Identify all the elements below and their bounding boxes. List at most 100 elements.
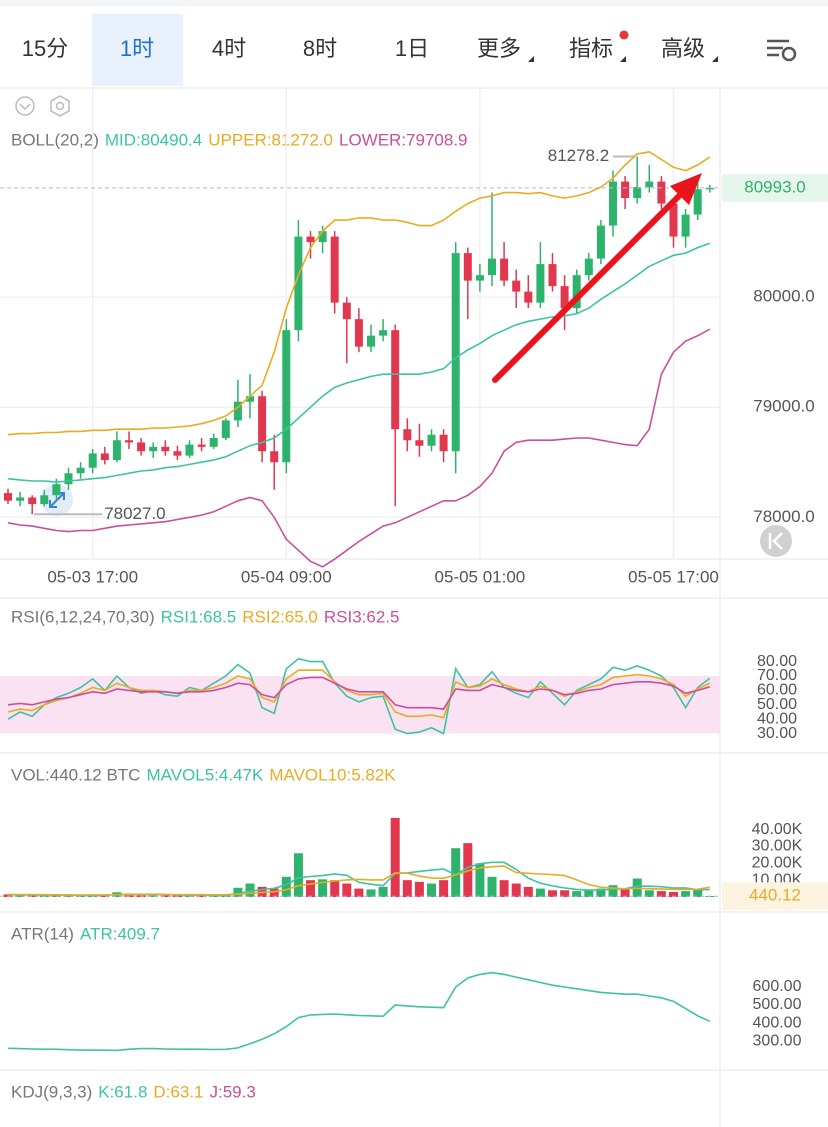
volume-bar	[523, 886, 533, 897]
last-price: 80993.0	[744, 177, 805, 196]
volume-bar	[354, 888, 364, 897]
indicator-settings-icon[interactable]	[50, 95, 70, 117]
settings-icon[interactable]	[767, 39, 797, 62]
tab[interactable]: 1日	[395, 36, 429, 61]
candle-body	[524, 291, 533, 303]
y-tick-label: 80000.0	[753, 287, 814, 306]
candle-body	[415, 440, 424, 446]
x-tick-label: 05-03 17:00	[47, 567, 138, 586]
legend-entry: MID:80490.4	[105, 130, 202, 149]
x-tick-label: 05-04 09:00	[241, 567, 332, 586]
candle-body	[596, 225, 605, 259]
candle-body	[233, 401, 242, 421]
volume-bar	[197, 895, 207, 897]
reset-button[interactable]	[760, 525, 792, 557]
last-volume: 440.12	[749, 886, 801, 905]
volume-bar	[669, 891, 678, 897]
tab[interactable]: 更多	[477, 36, 521, 61]
volume-bar	[608, 885, 618, 897]
panel-title: VOL:440.12 BTC	[11, 765, 140, 784]
volume-bar	[451, 848, 461, 897]
candle-body	[391, 330, 400, 430]
tab[interactable]: 15分	[22, 36, 68, 61]
candle-body	[560, 286, 569, 309]
plot-layer: 15分 1时 4时 8时 1日 更多 指标 高级 BOLL(20,2) MID:80490.4 UP…	[0, 14, 828, 1101]
candle-body	[294, 236, 303, 331]
volume-bar	[233, 887, 243, 897]
collapse-icon[interactable]	[15, 96, 35, 116]
volume-bar	[584, 890, 594, 897]
candle-body	[270, 451, 279, 463]
volume-bar	[644, 890, 654, 897]
dropdown-caret	[528, 56, 534, 62]
volume-bar	[245, 883, 255, 897]
candle-body	[318, 231, 327, 243]
tab[interactable]: 8时	[303, 36, 337, 61]
indicator-line	[7, 150, 711, 436]
candle-body	[354, 319, 363, 347]
candle-body	[475, 275, 484, 281]
candle-body	[451, 253, 460, 452]
volume-bar	[427, 883, 436, 897]
candle-body	[548, 264, 557, 287]
volume-bar	[596, 888, 606, 897]
dropdown-caret	[620, 56, 626, 62]
candle-body	[112, 440, 121, 461]
candle-body	[161, 446, 170, 452]
tab[interactable]: 高级	[661, 36, 705, 61]
y-tick-label: 60.00	[757, 682, 797, 699]
candle-body	[306, 236, 315, 243]
volume-bar	[439, 880, 449, 897]
candle-body	[463, 253, 472, 281]
indicator-line	[7, 676, 711, 710]
candle-body	[536, 264, 545, 303]
volume-bar	[124, 894, 134, 897]
y-tick-label: 300.00	[753, 1032, 802, 1049]
candle-body	[246, 396, 254, 402]
tab[interactable]: 指标	[569, 36, 613, 61]
volume-bar	[15, 894, 25, 897]
candle-body	[500, 258, 509, 281]
candle-body	[379, 330, 388, 336]
candle-body	[209, 438, 218, 447]
volume-bar	[148, 894, 158, 897]
candle-body	[645, 181, 654, 188]
indicator-line	[7, 328, 711, 568]
candle-body	[76, 467, 85, 474]
dropdown-caret	[712, 56, 718, 62]
y-tick-label: 30.00K	[752, 838, 803, 855]
legend-entry: ATR:409.7	[80, 924, 160, 943]
candle-body	[125, 440, 133, 443]
low-label: 78027.0	[104, 504, 165, 523]
candle-body	[88, 453, 97, 468]
candle-body	[149, 446, 158, 452]
volume-bar	[281, 876, 291, 897]
last-volume-badge	[722, 882, 828, 911]
volume-bar	[499, 880, 509, 897]
candle-body	[669, 203, 678, 237]
y-tick-label: 40.00	[757, 710, 797, 727]
indicator-line	[7, 971, 711, 1052]
indicator-line	[7, 242, 711, 483]
volume-bar	[64, 895, 73, 897]
candle-body	[681, 214, 690, 237]
legend-entry: D:63.1	[153, 1082, 203, 1101]
trend-arrow	[492, 173, 702, 383]
indicator-line	[7, 657, 711, 735]
volume-bar	[3, 894, 13, 897]
candle-body	[52, 484, 61, 496]
volume-bar	[390, 817, 400, 897]
tab[interactable]: 1时	[120, 36, 154, 61]
y-tick-label: 500.00	[753, 996, 802, 1013]
candle-body	[512, 280, 521, 292]
candle-body	[342, 302, 351, 320]
panel-title: BOLL(20,2)	[11, 130, 99, 149]
candle-body	[100, 453, 109, 461]
candle-body	[282, 330, 291, 463]
tab[interactable]: 4时	[212, 36, 246, 61]
candle-body	[705, 187, 714, 190]
candle-body	[609, 181, 617, 226]
candle-body	[197, 444, 206, 447]
